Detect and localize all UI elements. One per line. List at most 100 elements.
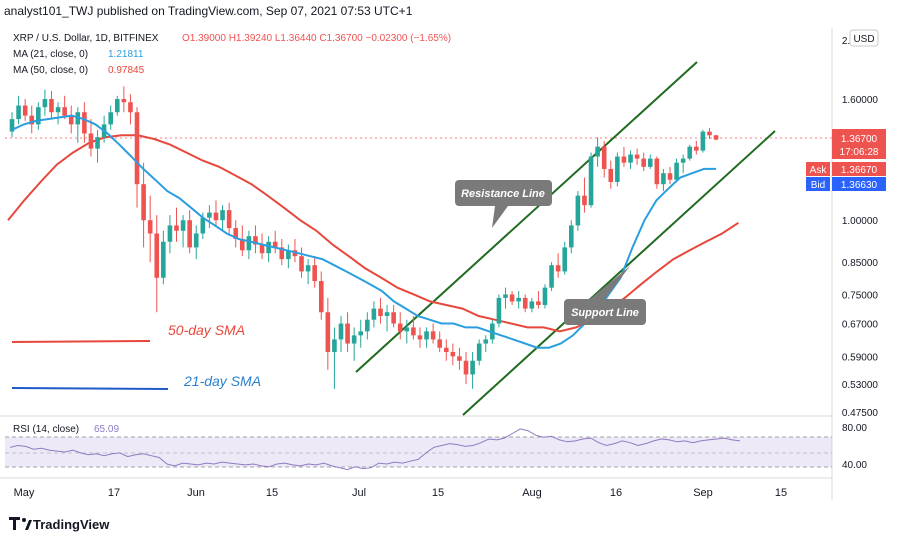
candle-body	[134, 112, 140, 185]
candle-body	[437, 339, 442, 348]
ma21-legend-value: 1.21811	[108, 49, 144, 60]
candle-body	[338, 323, 344, 340]
symbol-title: XRP / U.S. Dollar, 1D, BITFINEX	[13, 33, 159, 44]
time-tick-label: 15	[432, 487, 444, 499]
candle-body	[575, 195, 581, 226]
candle-body	[470, 360, 475, 375]
sma21-legend-line	[11, 387, 169, 390]
candle-body	[707, 131, 712, 136]
resistance-line[interactable]	[355, 61, 698, 373]
candle-body	[68, 115, 74, 125]
candle-body	[187, 220, 192, 248]
candle-body	[259, 244, 265, 254]
candle-body	[694, 146, 699, 151]
candle-body	[22, 105, 28, 116]
support-callout-label: Support Line	[571, 307, 639, 319]
time-tick-label: 16	[610, 487, 622, 499]
candle-body	[88, 133, 94, 149]
candle-body	[588, 156, 594, 206]
rsi-tick-label: 40.00	[842, 460, 867, 471]
candle-body	[647, 158, 653, 167]
ask-value: 1.36670	[841, 165, 878, 176]
candle-body	[114, 99, 120, 113]
candles-group	[9, 86, 719, 389]
price-tick-label: 0.59000	[842, 352, 879, 363]
candle-body	[615, 156, 620, 182]
candle-body	[42, 99, 48, 108]
candle-body	[266, 241, 271, 254]
candle-body	[529, 301, 535, 309]
rsi-axis: 80.00 40.00	[842, 423, 867, 471]
rsi-legend-value: 65.09	[94, 424, 119, 435]
support-line[interactable]	[462, 130, 776, 416]
bid-tag: Bid 1.36630	[806, 177, 886, 191]
candle-body	[601, 146, 607, 169]
last-price-value: 1.36700	[841, 134, 878, 145]
resistance-callout: Resistance Line	[455, 180, 552, 228]
ma50-legend-label: MA (50, close, 0)	[13, 65, 88, 76]
candle-body	[82, 112, 87, 134]
price-tick-label: 1.00000	[842, 216, 879, 227]
candle-body	[463, 360, 469, 375]
candle-body	[226, 210, 232, 229]
candle-body	[29, 115, 35, 125]
time-tick-label: 15	[266, 487, 278, 499]
candle-body	[193, 233, 199, 248]
candle-body	[516, 297, 521, 302]
resistance-callout-label: Resistance Line	[461, 188, 545, 200]
tradingview-logo[interactable]: TradingView	[9, 517, 110, 532]
candle-body	[378, 308, 383, 316]
candle-body	[36, 107, 41, 125]
time-tick-label: Jul	[352, 487, 366, 499]
candle-body	[147, 220, 153, 234]
candle-body	[483, 339, 489, 344]
candle-body	[384, 312, 390, 316]
ask-tag: Ask 1.36670	[806, 162, 886, 176]
time-axis: May 17 Jun 15 Jul 15 Aug 16 Sep 15	[14, 487, 788, 499]
candle-body	[220, 210, 225, 221]
candle-body	[457, 356, 462, 361]
candle-body	[687, 146, 693, 159]
tv-logo-icon	[9, 517, 20, 530]
candle-body	[549, 265, 554, 288]
candle-body	[49, 99, 54, 113]
currency-selector[interactable]: USD	[849, 29, 879, 47]
bar-countdown: 17:06:28	[840, 147, 879, 158]
candle-body	[503, 294, 508, 298]
rsi-band	[5, 437, 832, 467]
candle-body	[161, 241, 166, 278]
candle-body	[411, 327, 416, 336]
currency-label: USD	[853, 34, 874, 45]
time-tick-label: Aug	[522, 487, 542, 499]
candle-body	[542, 287, 548, 305]
candle-body	[404, 327, 410, 332]
candle-body	[430, 331, 436, 340]
candle-body	[569, 225, 574, 248]
candle-body	[654, 158, 660, 185]
candle-body	[246, 236, 252, 251]
candle-body	[680, 158, 686, 163]
candle-body	[351, 335, 357, 344]
candle-body	[358, 331, 364, 336]
candle-body	[312, 265, 317, 282]
candle-body	[595, 146, 600, 157]
sma50-annotation: 50-day SMA	[168, 322, 245, 338]
candle-body	[674, 162, 679, 180]
candle-body	[121, 99, 127, 103]
candle-body	[365, 319, 370, 332]
ask-label: Ask	[810, 165, 828, 176]
candle-body	[562, 247, 568, 272]
candle-body	[207, 212, 212, 218]
candle-body	[417, 335, 423, 340]
bid-label: Bid	[811, 180, 825, 191]
time-tick-label: 15	[775, 487, 787, 499]
candle-body	[95, 137, 100, 149]
candle-body	[634, 154, 640, 159]
tradingview-brand: TradingView	[33, 517, 110, 532]
candle-body	[299, 256, 304, 272]
last-price-tag: 1.36700 17:06:28	[832, 129, 886, 159]
ma21-legend-label: MA (21, close, 0)	[13, 49, 88, 60]
candle-body	[253, 236, 258, 245]
